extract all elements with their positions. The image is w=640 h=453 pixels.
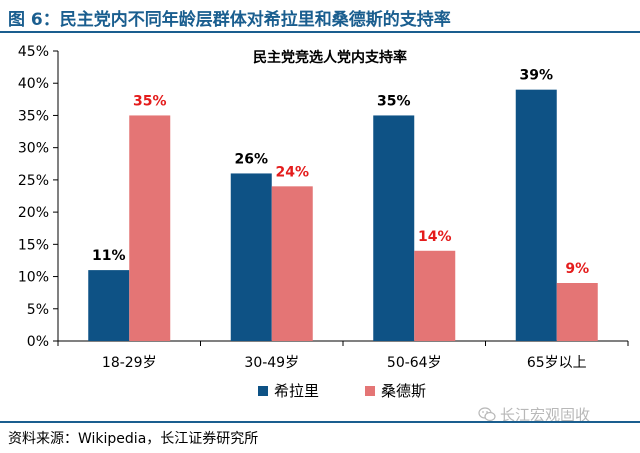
- data-label: 39%: [519, 68, 553, 84]
- x-tick-label: 50-64岁: [387, 355, 442, 371]
- bar-hillary: [515, 89, 557, 341]
- data-label: 14%: [418, 229, 452, 245]
- data-label: 11%: [92, 248, 126, 264]
- data-label: 35%: [133, 93, 167, 109]
- bars: 11% 26% 35% 39% 35% 24% 14% 9%: [88, 68, 598, 341]
- legend-swatch-hillary: [258, 386, 268, 396]
- y-tick-label: 20%: [18, 205, 49, 221]
- figure-title: 图 6：民主党内不同年龄层群体对希拉里和桑德斯的支持率: [8, 10, 451, 30]
- y-tick-label: 40%: [18, 76, 49, 92]
- chart-title: 民主党竞选人党内支持率: [253, 49, 407, 66]
- y-tick-label: 35%: [18, 108, 49, 124]
- data-label: 24%: [275, 164, 309, 180]
- data-label: 26%: [234, 151, 268, 167]
- x-tick-label: 30-49岁: [244, 355, 299, 371]
- watermark: 长江宏观固收: [478, 404, 590, 425]
- legend-label: 桑德斯: [381, 382, 426, 400]
- y-tick-label: 5%: [27, 302, 49, 318]
- legend-label: 希拉里: [274, 382, 319, 400]
- bar-sanders: [556, 283, 598, 341]
- bar-hillary: [230, 173, 272, 341]
- legend-swatch-sanders: [365, 386, 375, 396]
- y-tick-label: 15%: [18, 237, 49, 253]
- bar-sanders: [271, 186, 313, 341]
- legend: 希拉里 桑德斯: [258, 382, 426, 400]
- y-tick-label: 30%: [18, 141, 49, 157]
- y-axis: 0% 5% 10% 15% 20% 25% 30% 35% 40% 45%: [18, 44, 59, 350]
- watermark-text: 长江宏观固收: [500, 406, 591, 424]
- y-tick-label: 10%: [18, 270, 49, 286]
- bar-hillary: [373, 115, 415, 341]
- y-tick-label: 45%: [18, 44, 49, 60]
- title-rule: [0, 31, 640, 33]
- footer-rule: [0, 421, 640, 423]
- bar-chart: 民主党竞选人党内支持率 0% 5% 10% 15% 20% 25% 30% 35% 40% 45%…: [18, 44, 629, 400]
- bar-sanders: [129, 115, 171, 341]
- x-tick-label: 18-29岁: [102, 355, 157, 371]
- wechat-icon: [478, 407, 496, 422]
- bar-sanders: [414, 250, 456, 341]
- data-label: 9%: [565, 261, 589, 277]
- x-axis: 18-29岁 30-49岁 50-64岁 65岁以上: [57, 340, 629, 371]
- y-tick-label: 25%: [18, 173, 49, 189]
- x-tick-label: 65岁以上: [527, 355, 587, 371]
- source-note: 资料来源：Wikipedia，长江证券研究所: [8, 431, 259, 447]
- data-label: 35%: [377, 93, 411, 109]
- y-tick-label: 0%: [27, 334, 49, 350]
- bar-hillary: [88, 270, 130, 341]
